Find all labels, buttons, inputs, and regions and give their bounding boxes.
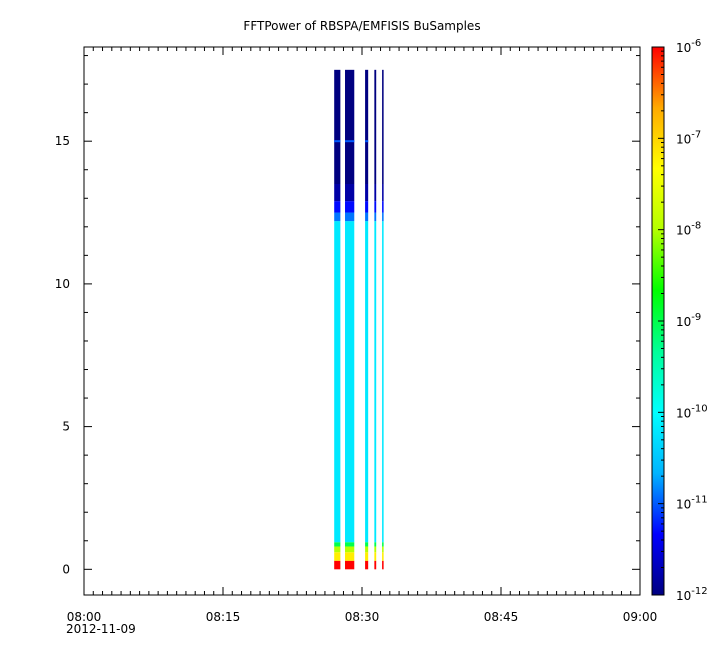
spectrum-cell — [374, 560, 377, 570]
colorbar-tick-label: 10-8 — [676, 221, 701, 238]
spectrum-cell — [345, 560, 355, 570]
spectrum-cell — [365, 201, 369, 213]
spectrum-cell — [365, 542, 369, 547]
chart-title: FFTPower of RBSPA/EMFISIS BuSamples — [243, 19, 480, 33]
x-tick-label: 09:00 — [623, 610, 658, 624]
spectrum-cell — [345, 546, 355, 553]
y-tick-label: 0 — [62, 562, 70, 576]
spectrum-cell — [382, 212, 384, 222]
colorbar-tick-label: 10-6 — [676, 38, 701, 55]
spectrum-column — [374, 69, 377, 570]
line-feature-cell — [345, 140, 355, 143]
colorbar-tick-label: 10-12 — [676, 586, 708, 603]
spectrum-cell — [382, 69, 384, 184]
plot-frame — [83, 46, 641, 596]
spectrum-cell — [374, 221, 377, 543]
spectrum-cell — [382, 221, 384, 543]
y-tick-label: 5 — [62, 420, 70, 434]
spectrum-cell — [334, 560, 341, 570]
spectrum-cell — [365, 560, 369, 570]
spectrum-cell — [334, 201, 341, 213]
spectrum-cell — [374, 69, 377, 184]
y-tick-label: 10 — [55, 277, 70, 291]
spectrum-cell — [374, 212, 377, 222]
colorbar: 10-12 10-11 10-10 10-9 10-8 10-7 10-6 — [651, 38, 708, 603]
spectrum-cell — [365, 552, 369, 561]
spectrum-cell — [345, 552, 355, 561]
spectrum-cell — [365, 184, 369, 202]
spectrum-column — [365, 69, 369, 570]
line-feature-cell — [365, 140, 369, 143]
spectrum-cell — [334, 542, 341, 547]
x-tick-label: 08:00 — [67, 610, 102, 624]
x-tick-label: 08:30 — [345, 610, 380, 624]
spectrum-cell — [382, 201, 384, 213]
spectrum-cell — [334, 552, 341, 561]
spectrum-cell — [382, 560, 384, 570]
colorbar-tick-label: 10-11 — [676, 495, 708, 512]
spectrogram-data — [334, 69, 384, 570]
colorbar-ticks: 10-12 10-11 10-10 10-9 10-8 10-7 10-6 — [658, 38, 708, 603]
spectrum-cell — [382, 546, 384, 553]
spectrum-cell — [345, 542, 355, 547]
spectrum-cell — [334, 69, 341, 184]
colorbar-tick-label: 10-10 — [676, 403, 708, 420]
spectrum-column — [382, 69, 384, 570]
spectrum-cell — [365, 221, 369, 543]
spectrum-cell — [365, 69, 369, 184]
y-axis: 0 5 10 15 — [55, 55, 640, 576]
spectrum-cell — [374, 546, 377, 553]
spectrum-cell — [374, 184, 377, 202]
x-axis: 08:00 08:15 08:30 08:45 09:00 — [67, 47, 658, 624]
colorbar-tick-label: 10-9 — [676, 312, 701, 329]
x-tick-label: 08:15 — [206, 610, 241, 624]
x-axis-date-label: 2012-11-09 — [66, 622, 136, 636]
spectrum-cell — [382, 552, 384, 561]
spectrum-cell — [365, 212, 369, 222]
spectrum-cell — [345, 201, 355, 213]
spectrum-cell — [382, 542, 384, 547]
colorbar-tick-label: 10-7 — [676, 129, 701, 146]
spectrum-cell — [345, 184, 355, 202]
spectrum-cell — [374, 201, 377, 213]
y-tick-label: 15 — [55, 134, 70, 148]
line-feature-cell — [334, 140, 341, 143]
spectrum-cell — [345, 69, 355, 184]
x-tick-label: 08:45 — [484, 610, 519, 624]
spectrum-cell — [334, 212, 341, 222]
spectrum-cell — [382, 184, 384, 202]
spectrum-cell — [374, 552, 377, 561]
spectrum-cell — [334, 184, 341, 202]
spectrum-column — [345, 69, 355, 570]
spectrum-cell — [345, 212, 355, 222]
spectrum-cell — [365, 546, 369, 553]
spectrum-cell — [334, 221, 341, 543]
spectrum-cell — [345, 221, 355, 543]
spectrum-column — [334, 69, 341, 570]
spectrum-cell — [334, 546, 341, 553]
spectrum-cell — [374, 542, 377, 547]
